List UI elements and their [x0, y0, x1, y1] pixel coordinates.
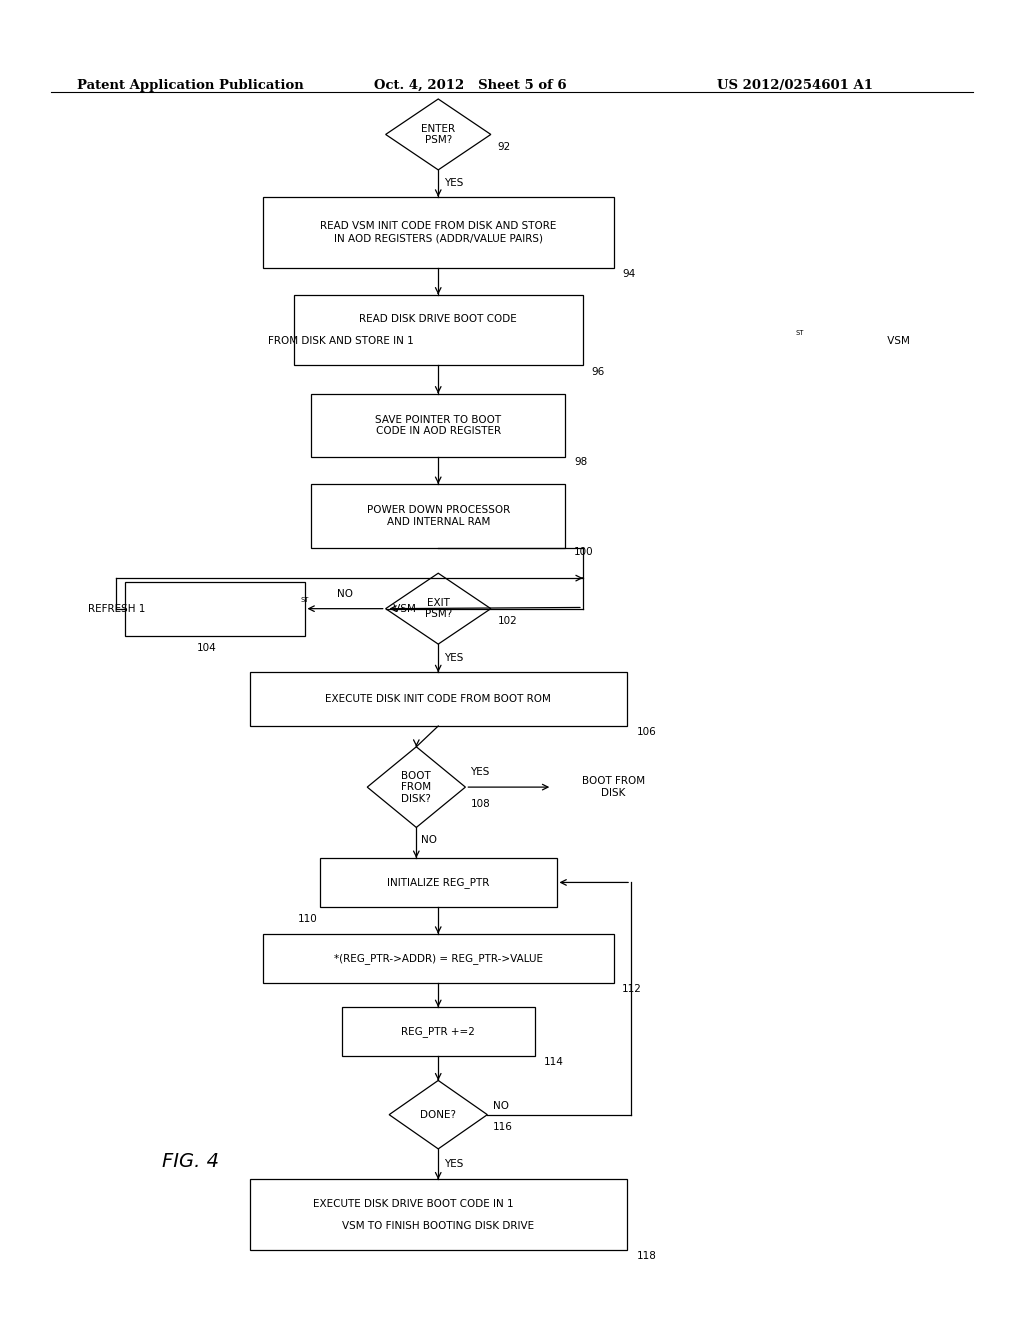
Polygon shape [389, 1081, 487, 1148]
FancyBboxPatch shape [342, 1007, 535, 1056]
Text: 92: 92 [498, 141, 511, 152]
Text: 114: 114 [544, 1057, 563, 1067]
Text: READ DISK DRIVE BOOT CODE: READ DISK DRIVE BOOT CODE [359, 314, 517, 323]
Text: YES: YES [444, 1159, 464, 1170]
Text: US 2012/0254601 A1: US 2012/0254601 A1 [717, 79, 872, 92]
Text: 112: 112 [623, 983, 642, 994]
FancyBboxPatch shape [311, 484, 565, 548]
FancyBboxPatch shape [250, 672, 627, 726]
Text: VSM: VSM [885, 337, 910, 346]
Text: EXIT
PSM?: EXIT PSM? [425, 598, 452, 619]
Text: 116: 116 [493, 1122, 512, 1131]
Text: *(REG_PTR->ADDR) = REG_PTR->VALUE: *(REG_PTR->ADDR) = REG_PTR->VALUE [334, 953, 543, 964]
Text: ST: ST [301, 598, 309, 603]
Text: DONE?: DONE? [420, 1110, 457, 1119]
FancyBboxPatch shape [319, 858, 557, 907]
Text: INITIALIZE REG_PTR: INITIALIZE REG_PTR [387, 876, 489, 888]
FancyBboxPatch shape [125, 582, 304, 635]
Text: 100: 100 [574, 548, 594, 557]
Text: Oct. 4, 2012   Sheet 5 of 6: Oct. 4, 2012 Sheet 5 of 6 [374, 79, 566, 92]
Text: EXECUTE DISK DRIVE BOOT CODE IN 1: EXECUTE DISK DRIVE BOOT CODE IN 1 [312, 1199, 513, 1209]
Text: YES: YES [444, 178, 464, 189]
Text: EXECUTE DISK INIT CODE FROM BOOT ROM: EXECUTE DISK INIT CODE FROM BOOT ROM [326, 694, 551, 704]
Polygon shape [386, 573, 490, 644]
Text: BOOT FROM
DISK: BOOT FROM DISK [582, 776, 645, 797]
Text: NO: NO [337, 589, 353, 599]
Polygon shape [368, 747, 465, 828]
Text: REG_PTR +=2: REG_PTR +=2 [401, 1026, 475, 1038]
Text: 94: 94 [623, 269, 636, 279]
Polygon shape [386, 99, 490, 170]
Text: Patent Application Publication: Patent Application Publication [77, 79, 303, 92]
Text: YES: YES [444, 653, 464, 663]
Text: 110: 110 [298, 915, 317, 924]
Text: ST: ST [796, 330, 804, 335]
FancyBboxPatch shape [311, 393, 565, 457]
Text: REFRESH 1: REFRESH 1 [88, 603, 145, 614]
Text: 106: 106 [636, 727, 656, 737]
Text: BOOT
FROM
DISK?: BOOT FROM DISK? [401, 771, 431, 804]
Text: FIG. 4: FIG. 4 [162, 1151, 219, 1171]
Text: 102: 102 [498, 616, 517, 626]
Text: SAVE POINTER TO BOOT
CODE IN AOD REGISTER: SAVE POINTER TO BOOT CODE IN AOD REGISTE… [375, 414, 502, 436]
Text: 118: 118 [636, 1251, 656, 1262]
Text: 104: 104 [198, 643, 217, 653]
Text: 98: 98 [574, 457, 588, 467]
Text: NO: NO [494, 1101, 510, 1111]
Text: VSM: VSM [390, 603, 416, 614]
Text: READ VSM INIT CODE FROM DISK AND STORE
IN AOD REGISTERS (ADDR/VALUE PAIRS): READ VSM INIT CODE FROM DISK AND STORE I… [321, 222, 556, 243]
Text: NO: NO [421, 834, 436, 845]
Text: FROM DISK AND STORE IN 1: FROM DISK AND STORE IN 1 [267, 337, 414, 346]
FancyBboxPatch shape [263, 197, 613, 268]
Text: 108: 108 [471, 799, 490, 809]
FancyBboxPatch shape [263, 933, 613, 982]
Text: POWER DOWN PROCESSOR
AND INTERNAL RAM: POWER DOWN PROCESSOR AND INTERNAL RAM [367, 506, 510, 527]
FancyBboxPatch shape [250, 1180, 627, 1250]
FancyBboxPatch shape [294, 294, 583, 366]
Text: VSM TO FINISH BOOTING DISK DRIVE: VSM TO FINISH BOOTING DISK DRIVE [342, 1221, 535, 1230]
Text: ENTER
PSM?: ENTER PSM? [421, 124, 456, 145]
Text: 96: 96 [592, 367, 605, 376]
Text: YES: YES [470, 767, 489, 777]
